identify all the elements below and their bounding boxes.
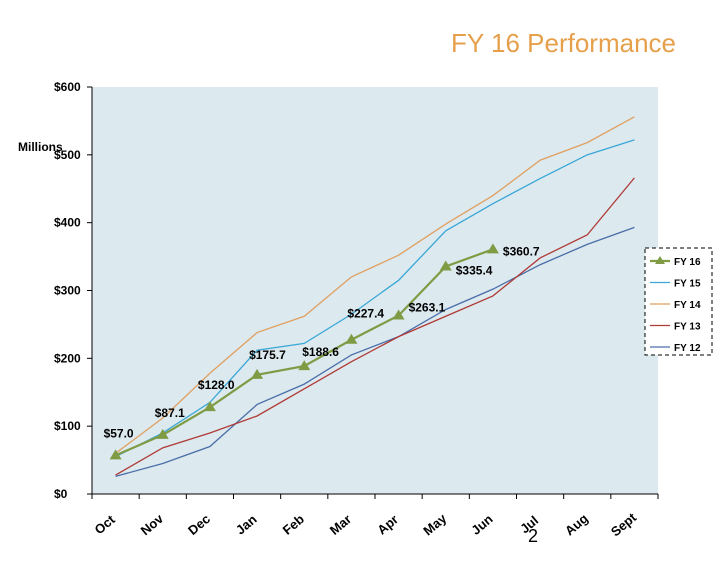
data-label: $360.7: [503, 244, 540, 258]
data-label: $57.0: [104, 426, 134, 440]
data-point-marker: [298, 360, 311, 371]
y-tick-label: $500: [54, 148, 81, 162]
legend: FY 16 FY 15 FY 14 FY 13 FY 12: [644, 247, 713, 356]
data-point-marker: [345, 333, 358, 344]
page-number: 2: [528, 526, 539, 546]
data-labels: $57.0 $87.1 $128.0 $175.7 $188.6 $227.4 $263.1…: [104, 244, 540, 440]
data-point-marker: [392, 309, 405, 320]
legend-entry: FY 13: [674, 322, 701, 333]
y-tick-label: $0: [54, 487, 68, 501]
data-label: $128.0: [198, 378, 235, 392]
y-axis-label: Millions: [18, 140, 63, 154]
data-point-marker: [251, 368, 264, 379]
series-line-fy-14: [115, 116, 635, 454]
y-tick-label: $200: [54, 351, 81, 365]
x-tick-label: Nov: [138, 510, 167, 538]
y-tick-label: $100: [54, 419, 81, 433]
x-tick-label: Sept: [608, 509, 640, 539]
legend-box: [644, 247, 713, 356]
data-point-marker: [109, 449, 122, 460]
data-label: $188.6: [302, 345, 339, 359]
data-label: $175.7: [249, 348, 286, 362]
data-label: $263.1: [409, 301, 446, 315]
plot-area: [92, 87, 658, 494]
data-label: $227.4: [347, 307, 384, 321]
x-tick-label: Apr: [374, 512, 401, 538]
x-tick-label: May: [420, 510, 450, 538]
x-tick-label: Oct: [92, 511, 119, 537]
legend-entry: FY 14: [674, 300, 701, 311]
x-tick-label: Aug: [562, 511, 591, 539]
y-tick-label: $600: [54, 80, 81, 94]
series-layer: [109, 116, 635, 477]
data-label: $335.4: [456, 263, 493, 277]
series-line-fy-13: [115, 177, 635, 476]
data-point-marker: [439, 260, 452, 271]
y-tick-label: $400: [54, 216, 81, 230]
legend-marker: [655, 256, 665, 264]
series-line-fy-12: [115, 226, 635, 477]
legend-entry: FY 16: [674, 257, 701, 268]
data-point-marker: [486, 243, 499, 254]
data-label: $87.1: [155, 406, 185, 420]
x-tick-label: Feb: [280, 511, 307, 537]
series-line-fy-15: [115, 139, 635, 458]
legend-entry: FY 15: [674, 279, 701, 290]
slide-title: FY 16 Performance: [451, 28, 676, 58]
y-tick-label: $300: [54, 284, 81, 298]
x-tick-label: Jun: [468, 511, 495, 537]
x-tick-label: Mar: [327, 511, 354, 537]
x-tick-label: Jan: [233, 512, 260, 538]
data-point-marker: [203, 401, 216, 412]
legend-entry: FY 12: [674, 343, 701, 354]
x-tick-label: Dec: [185, 511, 213, 538]
data-point-marker: [156, 428, 169, 439]
